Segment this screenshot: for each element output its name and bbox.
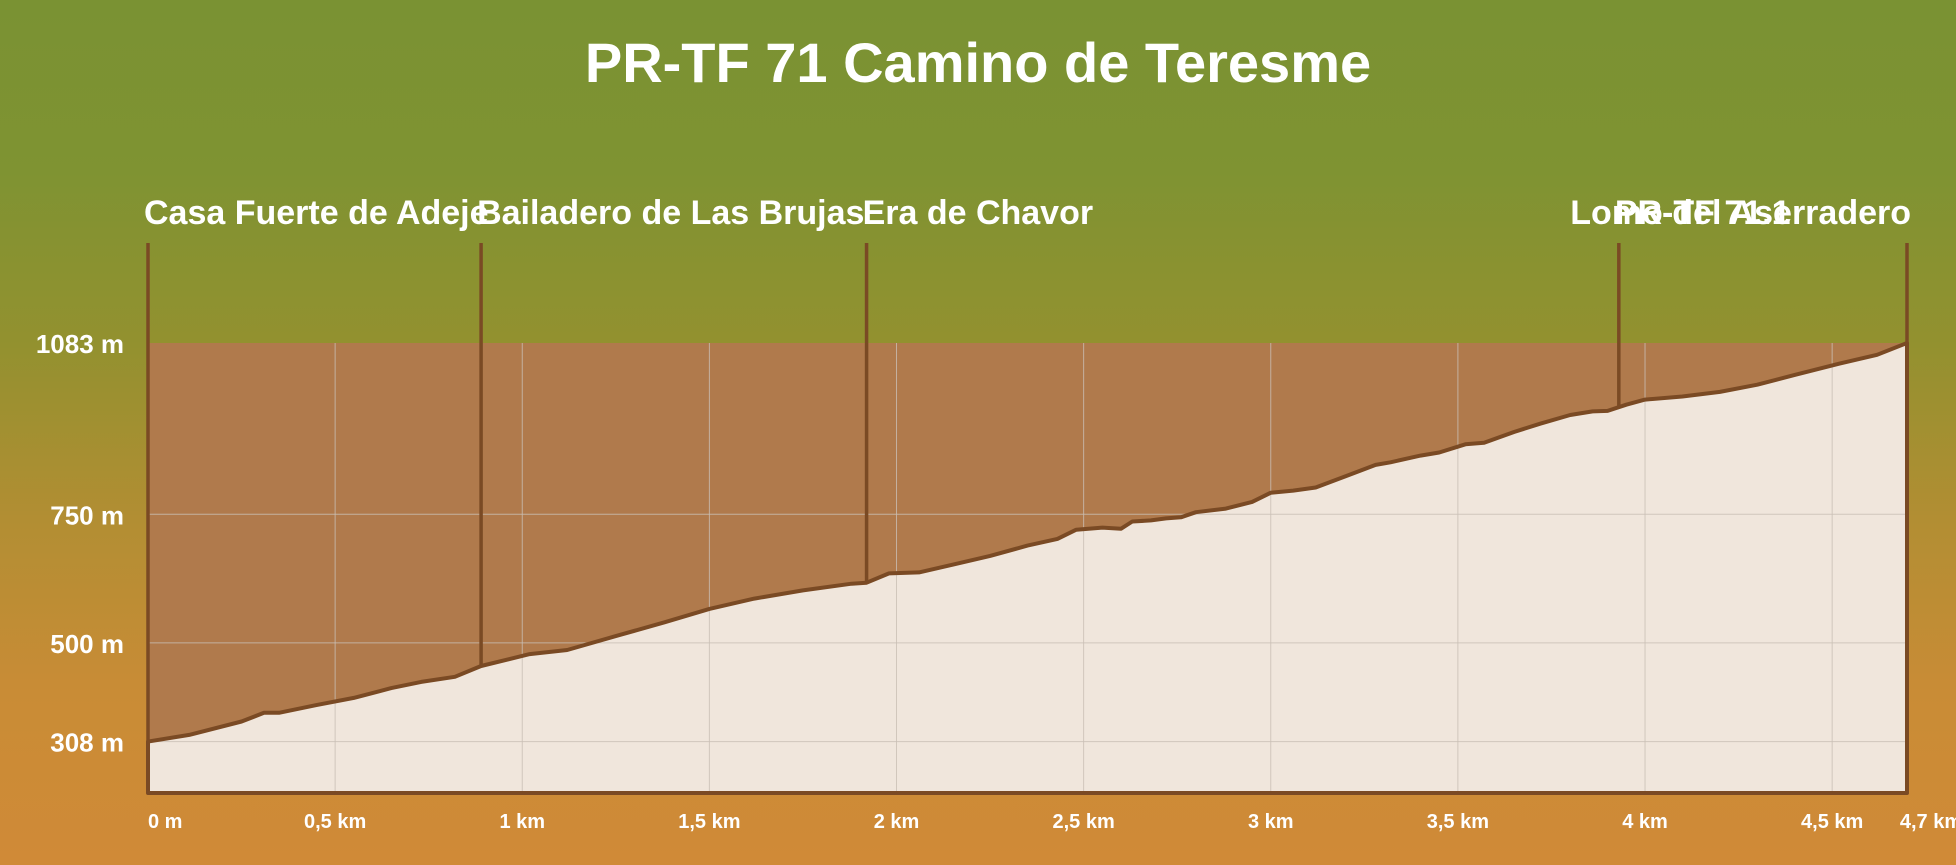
y-tick-label: 1083 m: [36, 329, 124, 359]
waypoint-label: Casa Fuerte de Adeje: [144, 194, 489, 232]
elevation-profile-area: [148, 343, 1907, 793]
y-axis-ticks: 308 m 500 m 750 m 1083 m: [36, 329, 124, 758]
x-tick-label: 2,5 km: [1053, 811, 1115, 833]
grid: [148, 343, 1907, 793]
y-tick-label: 750 m: [50, 500, 124, 530]
waypoint-label: Bailadero de Las Brujas: [477, 194, 864, 232]
x-tick-label: 4,5 km: [1801, 811, 1863, 833]
x-tick-label: 3,5 km: [1427, 811, 1489, 833]
y-tick-label: 500 m: [50, 629, 124, 659]
waypoint-label: Lomo del Aserradero: [1570, 194, 1911, 232]
waypoint-label: PR-TF 71.1: [1615, 194, 1791, 232]
x-tick-label: 4,7 km: [1900, 811, 1956, 833]
x-axis-ticks: 0 m 0,5 km 1 km 1,5 km 2 km 2,5 km 3 km 3,5 km 4…: [148, 811, 1956, 833]
x-tick-label: 1 km: [499, 811, 545, 833]
x-tick-label: 0 m: [148, 811, 182, 833]
x-tick-label: 4 km: [1622, 811, 1668, 833]
elevation-profile-line: [146, 341, 1909, 795]
waypoint-label: Era de Chavor: [863, 194, 1094, 232]
x-tick-label: 0,5 km: [304, 811, 366, 833]
x-tick-label: 3 km: [1248, 811, 1294, 833]
x-tick-label: 2 km: [874, 811, 920, 833]
x-tick-label: 1,5 km: [678, 811, 740, 833]
chart-title: PR-TF 71 Camino de Teresme: [585, 31, 1371, 94]
y-tick-label: 308 m: [50, 728, 124, 758]
